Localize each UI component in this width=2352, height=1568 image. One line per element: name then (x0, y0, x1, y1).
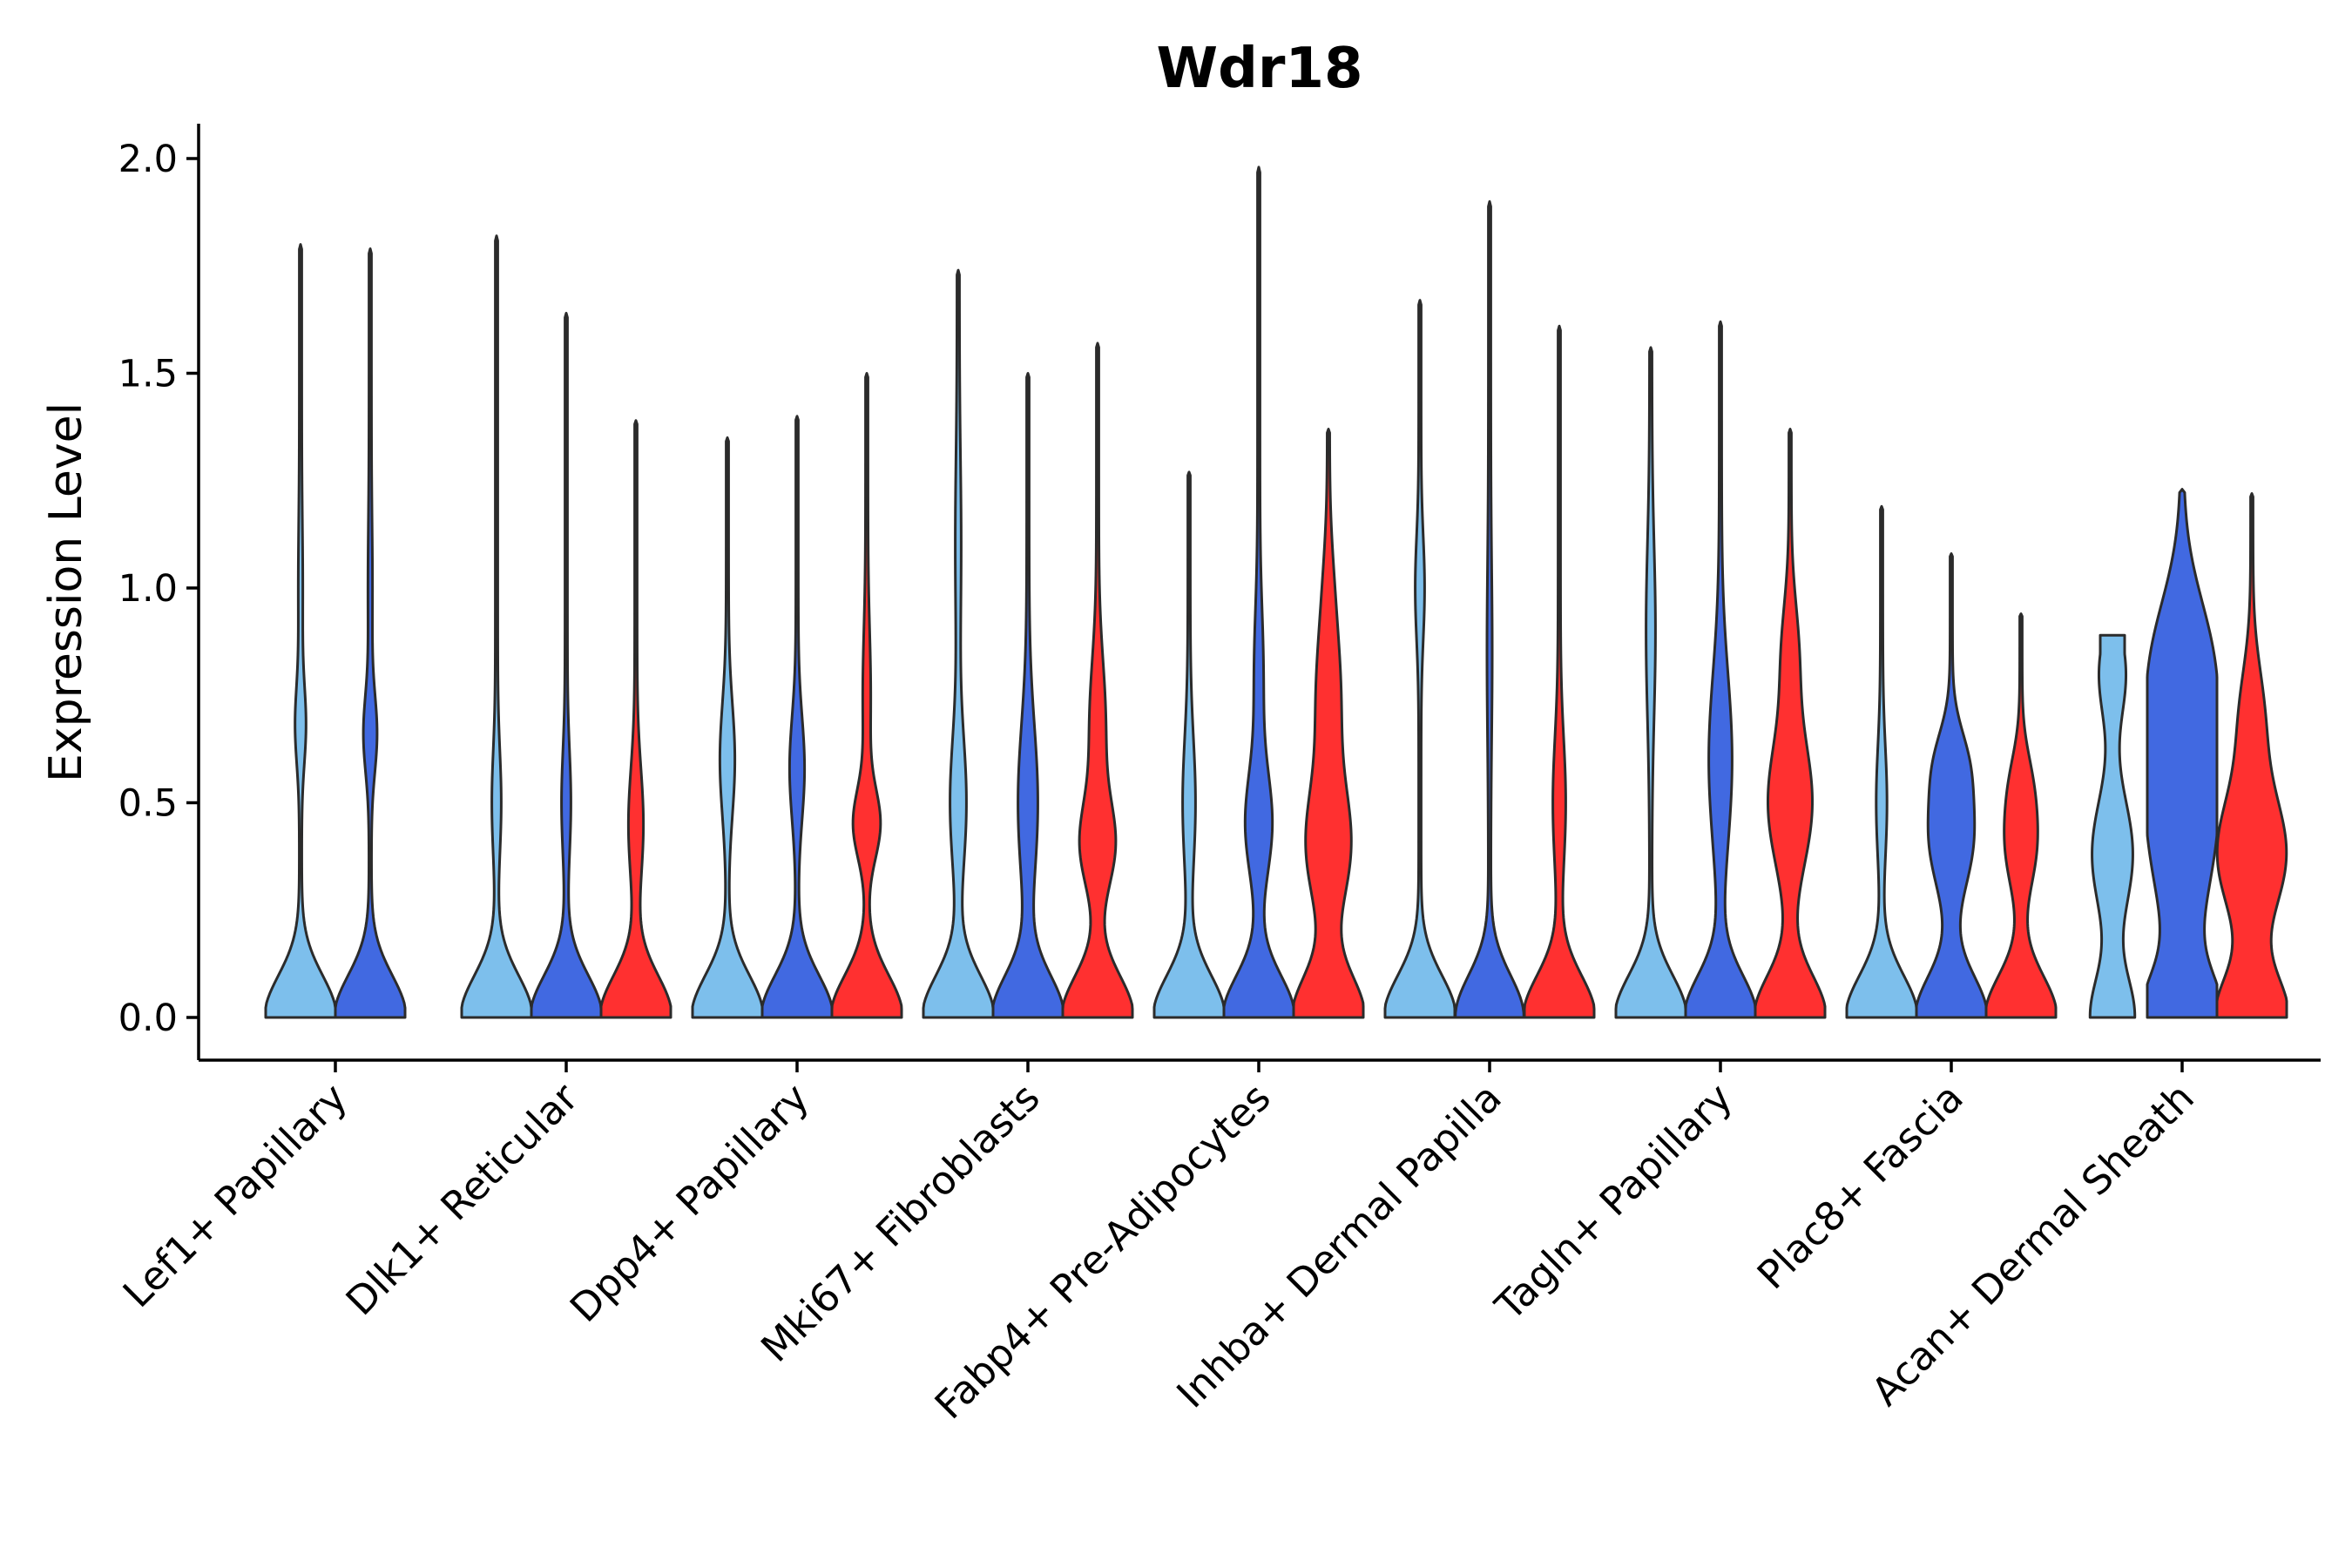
chart-title: Wdr18 (1156, 37, 1362, 101)
x-tick-label: Lef1+ Papillary (114, 1074, 356, 1316)
y-tick-label: 0.0 (118, 997, 178, 1040)
violin-shape (1222, 166, 1295, 1019)
violin-shape (830, 372, 903, 1019)
violin-shape (1754, 428, 1827, 1019)
violin-shape (1684, 320, 1757, 1019)
x-tick-label: Dpp4+ Papillary (561, 1074, 818, 1331)
violin-shape (991, 372, 1064, 1019)
violin-shape (1454, 199, 1525, 1019)
x-tick-label: Tagln+ Papillary (1486, 1074, 1741, 1329)
violin-shape (1614, 346, 1687, 1019)
x-tick-label: Plac8+ Fascia (1748, 1074, 1972, 1298)
violin-shape (2215, 492, 2288, 1019)
violin-shape (530, 311, 603, 1019)
violin-shape (2088, 633, 2137, 1019)
violin-shape (760, 415, 834, 1019)
y-tick-label: 0.5 (118, 782, 178, 826)
violin-shape (1915, 552, 1988, 1019)
violin-layer (264, 166, 2288, 1019)
violin-shape (691, 436, 764, 1019)
y-tick-label: 2.0 (118, 138, 178, 181)
violin-shape (1523, 324, 1596, 1019)
violin-shape (334, 247, 407, 1019)
violin-shape (1984, 612, 2058, 1019)
violin-shape (1845, 504, 1918, 1019)
violin-shape (460, 234, 533, 1019)
y-axis-label: Expression Level (40, 402, 92, 782)
violin-shape (264, 243, 337, 1019)
violin-shape (1292, 428, 1365, 1019)
violin-shape (2146, 488, 2219, 1019)
violin-shape (1061, 341, 1134, 1019)
violin-shape (1152, 470, 1226, 1019)
violin-shape (599, 419, 672, 1019)
x-tick-label: Dlk1+ Reticular (337, 1074, 587, 1324)
y-tick-label: 1.0 (118, 567, 178, 611)
violin-shape (922, 268, 995, 1019)
y-ticks: 0.0 0.5 1.0 1.5 2.0 (118, 138, 199, 1040)
violin-shape (1383, 299, 1456, 1019)
y-tick-label: 1.5 (118, 353, 178, 396)
